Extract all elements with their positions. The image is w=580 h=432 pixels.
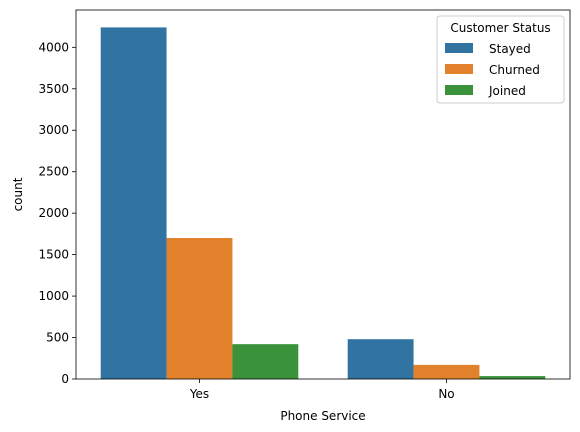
- y-tick-label: 1500: [38, 248, 69, 262]
- legend-swatch-joined: [445, 85, 473, 95]
- plot-bars: [100, 27, 546, 379]
- y-tick-label: 3500: [38, 82, 69, 96]
- legend-title: Customer Status: [450, 21, 550, 35]
- y-tick-label: 3000: [38, 123, 69, 137]
- legend-label-stayed: Stayed: [489, 42, 531, 56]
- legend: Customer Status Stayed Churned Joined: [436, 15, 565, 104]
- x-axis-label: Phone Service: [280, 409, 365, 423]
- legend-label-churned: Churned: [489, 63, 540, 77]
- bar-stayed-no: [347, 339, 414, 379]
- x-tick-label: No: [438, 387, 454, 401]
- plot-frame: [75, 9, 571, 380]
- y-tick-label: 2000: [38, 206, 69, 220]
- x-tick-label: Yes: [189, 387, 209, 401]
- x-axis: Yes No: [189, 379, 455, 401]
- bar-churned-no: [413, 364, 480, 379]
- legend-box: [436, 15, 565, 104]
- y-tick-label: 4000: [38, 40, 69, 54]
- bar-joined-no: [479, 376, 546, 379]
- y-tick-label: 0: [61, 372, 69, 386]
- legend-swatch-stayed: [445, 43, 473, 53]
- bar-stayed-yes: [100, 27, 167, 379]
- legend-label-joined: Joined: [488, 84, 526, 98]
- y-tick-label: 500: [46, 331, 69, 345]
- bar-joined-yes: [232, 344, 299, 379]
- y-axis-label: count: [11, 177, 25, 211]
- y-tick-label: 1000: [38, 289, 69, 303]
- y-axis: 0 500 1000 1500 2000 2500 3000 3500 4000: [38, 40, 76, 386]
- y-tick-label: 2500: [38, 165, 69, 179]
- bar-churned-yes: [166, 238, 233, 379]
- legend-swatch-churned: [445, 64, 473, 74]
